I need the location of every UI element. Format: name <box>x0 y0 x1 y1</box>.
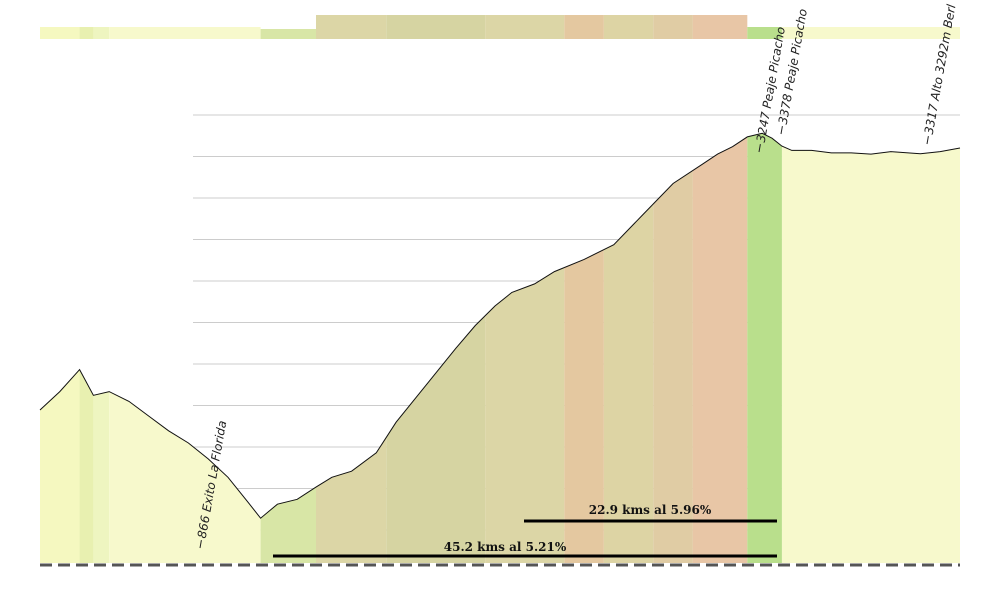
top-strip-band-3 <box>109 27 261 39</box>
segment-label-2: 45.2 kms al 5.21% <box>444 540 567 554</box>
top-strip-band-4 <box>260 29 316 39</box>
gradient-band-2 <box>93 133 110 563</box>
gradient-band-13 <box>781 133 960 563</box>
top-strip-band-0 <box>40 27 80 39</box>
top-strip-band-12 <box>747 27 782 39</box>
top-strip-band-10 <box>653 15 693 39</box>
top-strip-band-5 <box>316 15 387 39</box>
gradient-band-8 <box>564 133 604 563</box>
top-strip-band-11 <box>692 15 748 39</box>
gradient-band-11 <box>692 133 748 563</box>
gradient-area-bands <box>40 133 960 563</box>
gradient-band-9 <box>603 133 654 563</box>
gradient-band-12 <box>747 133 782 563</box>
gradient-band-0 <box>40 133 80 563</box>
top-strip-band-8 <box>564 15 604 39</box>
gradient-band-7 <box>485 133 565 563</box>
top-strip-band-6 <box>386 15 486 39</box>
top-strip-band-9 <box>603 15 654 39</box>
gradient-band-10 <box>653 133 693 563</box>
elevation-line <box>39 132 961 519</box>
segment-label-1: 22.9 kms al 5.96% <box>589 503 712 517</box>
top-strip-band-2 <box>93 27 110 39</box>
gradient-color-bar <box>40 15 960 39</box>
gradient-band-1 <box>79 133 94 563</box>
gradient-band-5 <box>316 133 387 563</box>
top-strip-band-1 <box>79 27 94 39</box>
gradient-band-3 <box>109 133 261 563</box>
gradient-band-4 <box>260 133 316 563</box>
top-strip-band-13 <box>781 27 960 39</box>
climb-segments: 22.9 kms al 5.96% 45.2 kms al 5.21% <box>273 503 777 558</box>
top-strip-band-7 <box>485 15 565 39</box>
